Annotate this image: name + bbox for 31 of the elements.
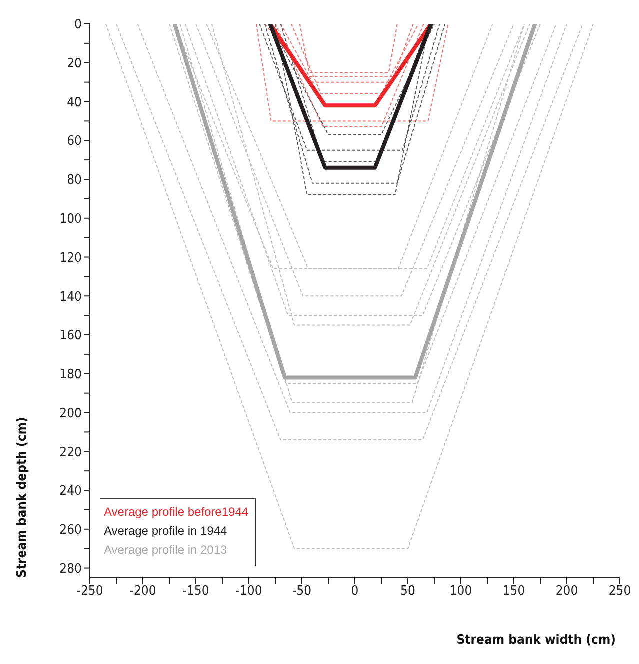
y-tick-label: 100 (60, 212, 82, 227)
y-tick-label: 60 (67, 134, 82, 150)
y-axis-title: Stream bank depth (cm) (15, 417, 30, 578)
y-tick-label: 0 (74, 18, 82, 33)
y-tick-label: 280 (60, 562, 82, 577)
x-tick-label: -50 (292, 584, 312, 600)
x-tick-label: 100 (450, 584, 472, 600)
x-tick-label: 0 (351, 584, 359, 600)
x-tick-label: -200 (130, 584, 156, 600)
text: Average profile in 1944 (104, 523, 228, 540)
y-tick-label: 120 (60, 250, 82, 266)
y-tick-label: 40 (67, 95, 82, 110)
x-tick-label: -150 (182, 584, 210, 600)
y-tick-label: 220 (60, 445, 82, 460)
y-tick-label: 20 (67, 56, 82, 72)
x-tick-label: 50 (400, 584, 416, 600)
text: Average profile before1944 (104, 504, 249, 521)
x-tick-label: 200 (556, 584, 578, 600)
y-tick-label: 80 (67, 173, 82, 188)
y-tick-label: 240 (60, 484, 82, 500)
x-tick-label: -250 (76, 584, 104, 600)
x-tick-label: -100 (236, 584, 262, 600)
y-tick-label: 180 (60, 368, 82, 383)
y-tick-label: 160 (60, 328, 82, 344)
text: Average profile in 2013 (104, 542, 228, 559)
y-tick-label: 260 (60, 523, 82, 538)
y-tick-label: 140 (60, 290, 82, 305)
x-tick-label: 250 (608, 584, 632, 600)
x-tick-label: 150 (502, 584, 526, 600)
x-axis-title: Stream bank width (cm) (456, 633, 616, 648)
y-tick-label: 200 (60, 406, 82, 422)
